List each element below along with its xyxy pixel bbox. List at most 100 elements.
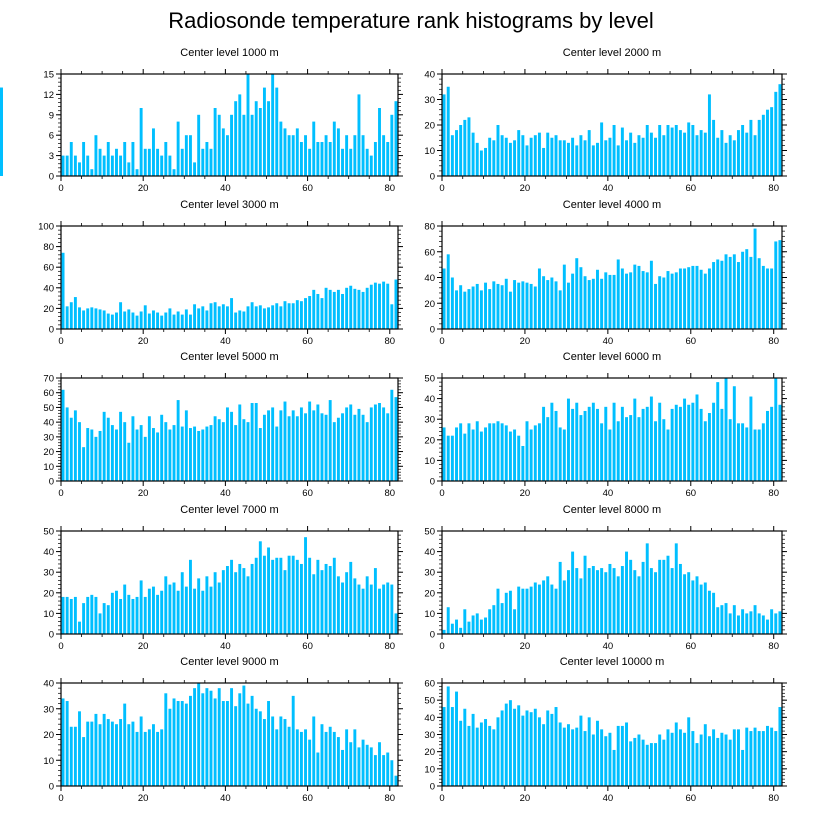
histogram-bar [119, 598, 123, 634]
histogram-bar [591, 402, 595, 481]
histogram-bar [295, 128, 299, 176]
y-tick-label: 70 [43, 374, 54, 385]
histogram-bar [308, 296, 312, 329]
histogram-bar [641, 561, 645, 634]
x-tick-label: 60 [685, 793, 696, 804]
x-tick-label: 20 [138, 336, 149, 347]
histogram-bar [566, 398, 570, 481]
histogram-bar [336, 289, 340, 329]
histogram-bar [287, 135, 291, 176]
histogram-bar [164, 576, 168, 634]
histogram-bar [770, 727, 774, 786]
histogram-bar [666, 429, 670, 481]
histogram-bar [262, 414, 266, 481]
histogram-bar [442, 427, 446, 481]
histogram-bar [741, 609, 745, 634]
y-tick-label: 20 [43, 730, 54, 741]
histogram-bar [316, 752, 320, 786]
histogram-bar [336, 737, 340, 786]
histogram-bar [550, 713, 554, 786]
histogram-bar [106, 417, 110, 481]
histogram-bar [328, 726, 332, 786]
histogram-bar [504, 703, 508, 786]
histogram-bar [571, 408, 575, 481]
histogram-bar [455, 619, 458, 634]
histogram-bar [176, 701, 180, 786]
histogram-bar [234, 101, 238, 176]
histogram-bar [390, 584, 394, 634]
y-tick-label: 10 [424, 146, 435, 157]
histogram-bar [271, 559, 275, 634]
histogram-bar [633, 570, 637, 634]
histogram-bar [533, 582, 537, 634]
panel-title: Center level 4000 m [563, 199, 661, 211]
histogram-bar [703, 132, 707, 176]
histogram-bar [558, 140, 562, 176]
histogram-bar [250, 403, 254, 481]
histogram-bar [450, 135, 454, 176]
histogram-bar [238, 563, 242, 634]
histogram-bar [442, 707, 446, 786]
histogram-bar [513, 280, 517, 329]
histogram-bar [633, 264, 637, 329]
y-tick-label: 30 [43, 432, 54, 443]
y-tick-label: 30 [424, 730, 435, 741]
histogram-bar [699, 584, 703, 634]
histogram-bar [546, 710, 550, 786]
histogram-bar [258, 428, 262, 481]
histogram-bar [160, 729, 164, 786]
histogram-bar [546, 280, 550, 329]
histogram-bar [390, 389, 394, 481]
histogram-bar [513, 609, 517, 634]
histogram-bar [180, 314, 184, 329]
histogram-bar [442, 629, 446, 634]
histogram-bar [135, 169, 139, 176]
histogram-bar [209, 148, 213, 176]
histogram-bar [365, 576, 369, 634]
histogram-bar [102, 713, 106, 786]
histogram-bar [575, 727, 579, 786]
histogram-bar [741, 423, 745, 481]
histogram-bar [467, 289, 471, 329]
histogram-bar [135, 429, 139, 481]
histogram-bar [736, 130, 740, 176]
histogram-bar [119, 411, 123, 481]
histogram-bar [267, 701, 270, 786]
histogram-bar [98, 613, 102, 634]
histogram-bar [616, 421, 620, 481]
histogram-bar [373, 755, 377, 786]
histogram-bar [283, 719, 287, 786]
histogram-bar [492, 423, 496, 481]
histogram-bar [600, 278, 604, 329]
histogram-bar [246, 306, 250, 329]
histogram-bar [242, 685, 246, 786]
histogram-bar [127, 724, 131, 786]
histogram-bar [250, 302, 254, 329]
histogram-bar [115, 312, 118, 329]
histogram-bar [479, 290, 483, 329]
histogram-bar [295, 559, 299, 634]
histogram-bar [152, 724, 155, 786]
histogram-bar [258, 711, 262, 786]
histogram-bar [283, 570, 287, 634]
histogram-bar [459, 423, 463, 481]
histogram-bar [521, 281, 525, 329]
histogram-bar [604, 736, 608, 786]
histogram-bar [575, 568, 579, 634]
histogram-bar [234, 312, 238, 329]
y-tick-label: 40 [43, 547, 54, 558]
histogram-bar [641, 739, 645, 786]
histogram-bar [724, 734, 728, 786]
histogram-bar [508, 590, 512, 634]
histogram-bar [299, 301, 303, 329]
histogram-bar [365, 744, 369, 786]
y-tick-label: 30 [43, 568, 54, 579]
x-tick-label: 80 [384, 641, 395, 652]
histogram-bar [662, 135, 666, 176]
histogram-bar [741, 125, 745, 176]
panel-frame [60, 377, 399, 482]
histogram-bar [373, 568, 377, 634]
histogram-bar [221, 570, 225, 634]
histogram-bar [119, 302, 123, 329]
histogram-bar [316, 293, 320, 329]
